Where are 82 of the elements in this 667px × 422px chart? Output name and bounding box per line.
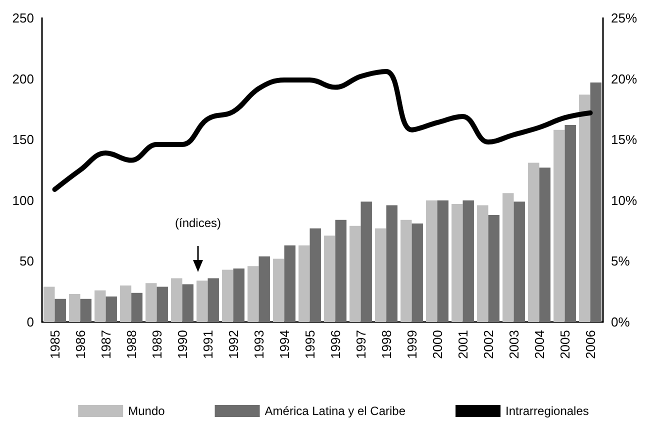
bar: [80, 298, 92, 322]
bar: [324, 236, 336, 322]
bar: [335, 220, 346, 322]
bar: [131, 292, 142, 322]
bar: [579, 94, 590, 322]
y-tick-label: 50: [20, 254, 34, 269]
bar: [462, 200, 474, 322]
x-tick-label: 1988: [124, 330, 139, 359]
bar: [412, 224, 423, 322]
bar: [528, 162, 540, 322]
annotation: (índices): [174, 216, 222, 230]
bar: [69, 294, 80, 322]
bar: [146, 283, 157, 322]
bar: [350, 226, 361, 322]
x-tick-label: 1989: [149, 330, 164, 359]
bar: [386, 205, 398, 322]
x-tick-label: 1991: [200, 330, 216, 359]
x-tick-label: 2002: [480, 330, 496, 359]
bar: [258, 256, 270, 322]
bar: [564, 125, 576, 322]
bar: [273, 258, 284, 322]
x-tick-label: 2004: [532, 330, 547, 359]
x-tick-label: 1987: [98, 330, 114, 359]
x-tick-label: 1997: [353, 330, 368, 359]
y-tick-label: 250: [12, 10, 34, 26]
x-tick-label: 1986: [72, 330, 88, 359]
bar: [400, 220, 412, 322]
bar: [310, 228, 321, 322]
x-tick-label: 1994: [276, 330, 292, 359]
bar: [54, 298, 66, 322]
y2-tick-label: 5%: [611, 254, 630, 269]
bar: [171, 278, 182, 322]
y-tick-label: 100: [12, 192, 34, 208]
x-tick-label: 1998: [378, 330, 394, 359]
bar: [208, 278, 219, 322]
bar: [120, 286, 132, 322]
x-tick-label: 1993: [251, 330, 266, 359]
legend-label: América Latina y el Caribe: [264, 404, 406, 418]
bar: [222, 270, 234, 322]
y2-tick-label: 10%: [611, 192, 638, 208]
bar: [375, 228, 386, 322]
x-tick-label: 1995: [302, 330, 318, 359]
bar: [452, 204, 463, 322]
bar: [233, 268, 244, 322]
x-tick-label: 1992: [226, 330, 241, 359]
bar: [298, 245, 310, 322]
x-tick-label: 1996: [328, 330, 343, 359]
bar: [590, 82, 602, 322]
x-tick-label: 1985: [47, 330, 62, 359]
bar: [106, 296, 117, 322]
bar: [156, 286, 168, 322]
y-tick-label: 200: [12, 71, 34, 86]
y2-tick-label: 0%: [611, 314, 630, 330]
bar: [514, 202, 525, 322]
legend-label: Mundo: [128, 404, 166, 418]
bar: [477, 205, 488, 322]
bar: [488, 214, 500, 322]
bar: [502, 193, 514, 322]
bar: [182, 284, 194, 322]
y2-tick-label: 25%: [611, 10, 638, 26]
x-tick-label: 2001: [455, 330, 470, 359]
x-tick-label: 2000: [430, 330, 445, 359]
y-tick-label: 150: [12, 132, 34, 148]
bar: [554, 130, 565, 322]
bar: [94, 290, 106, 322]
bar: [426, 200, 438, 322]
x-tick-label: 2005: [557, 330, 572, 359]
y2-tick-label: 15%: [611, 132, 638, 148]
bar: [196, 280, 208, 322]
bar: [284, 245, 296, 322]
bar: [539, 168, 550, 322]
x-tick-label: 1990: [174, 330, 190, 359]
x-tick-label: 1999: [404, 330, 420, 359]
legend-label: Intrarregionales: [506, 404, 589, 418]
x-tick-label: 2003: [506, 330, 522, 359]
bar: [248, 266, 259, 322]
y-tick-label: 0: [26, 314, 34, 330]
y2-tick-label: 20%: [611, 71, 638, 86]
bar: [360, 202, 372, 322]
bar: [437, 200, 448, 322]
bar: [44, 286, 55, 322]
x-tick-label: 2006: [582, 330, 598, 359]
